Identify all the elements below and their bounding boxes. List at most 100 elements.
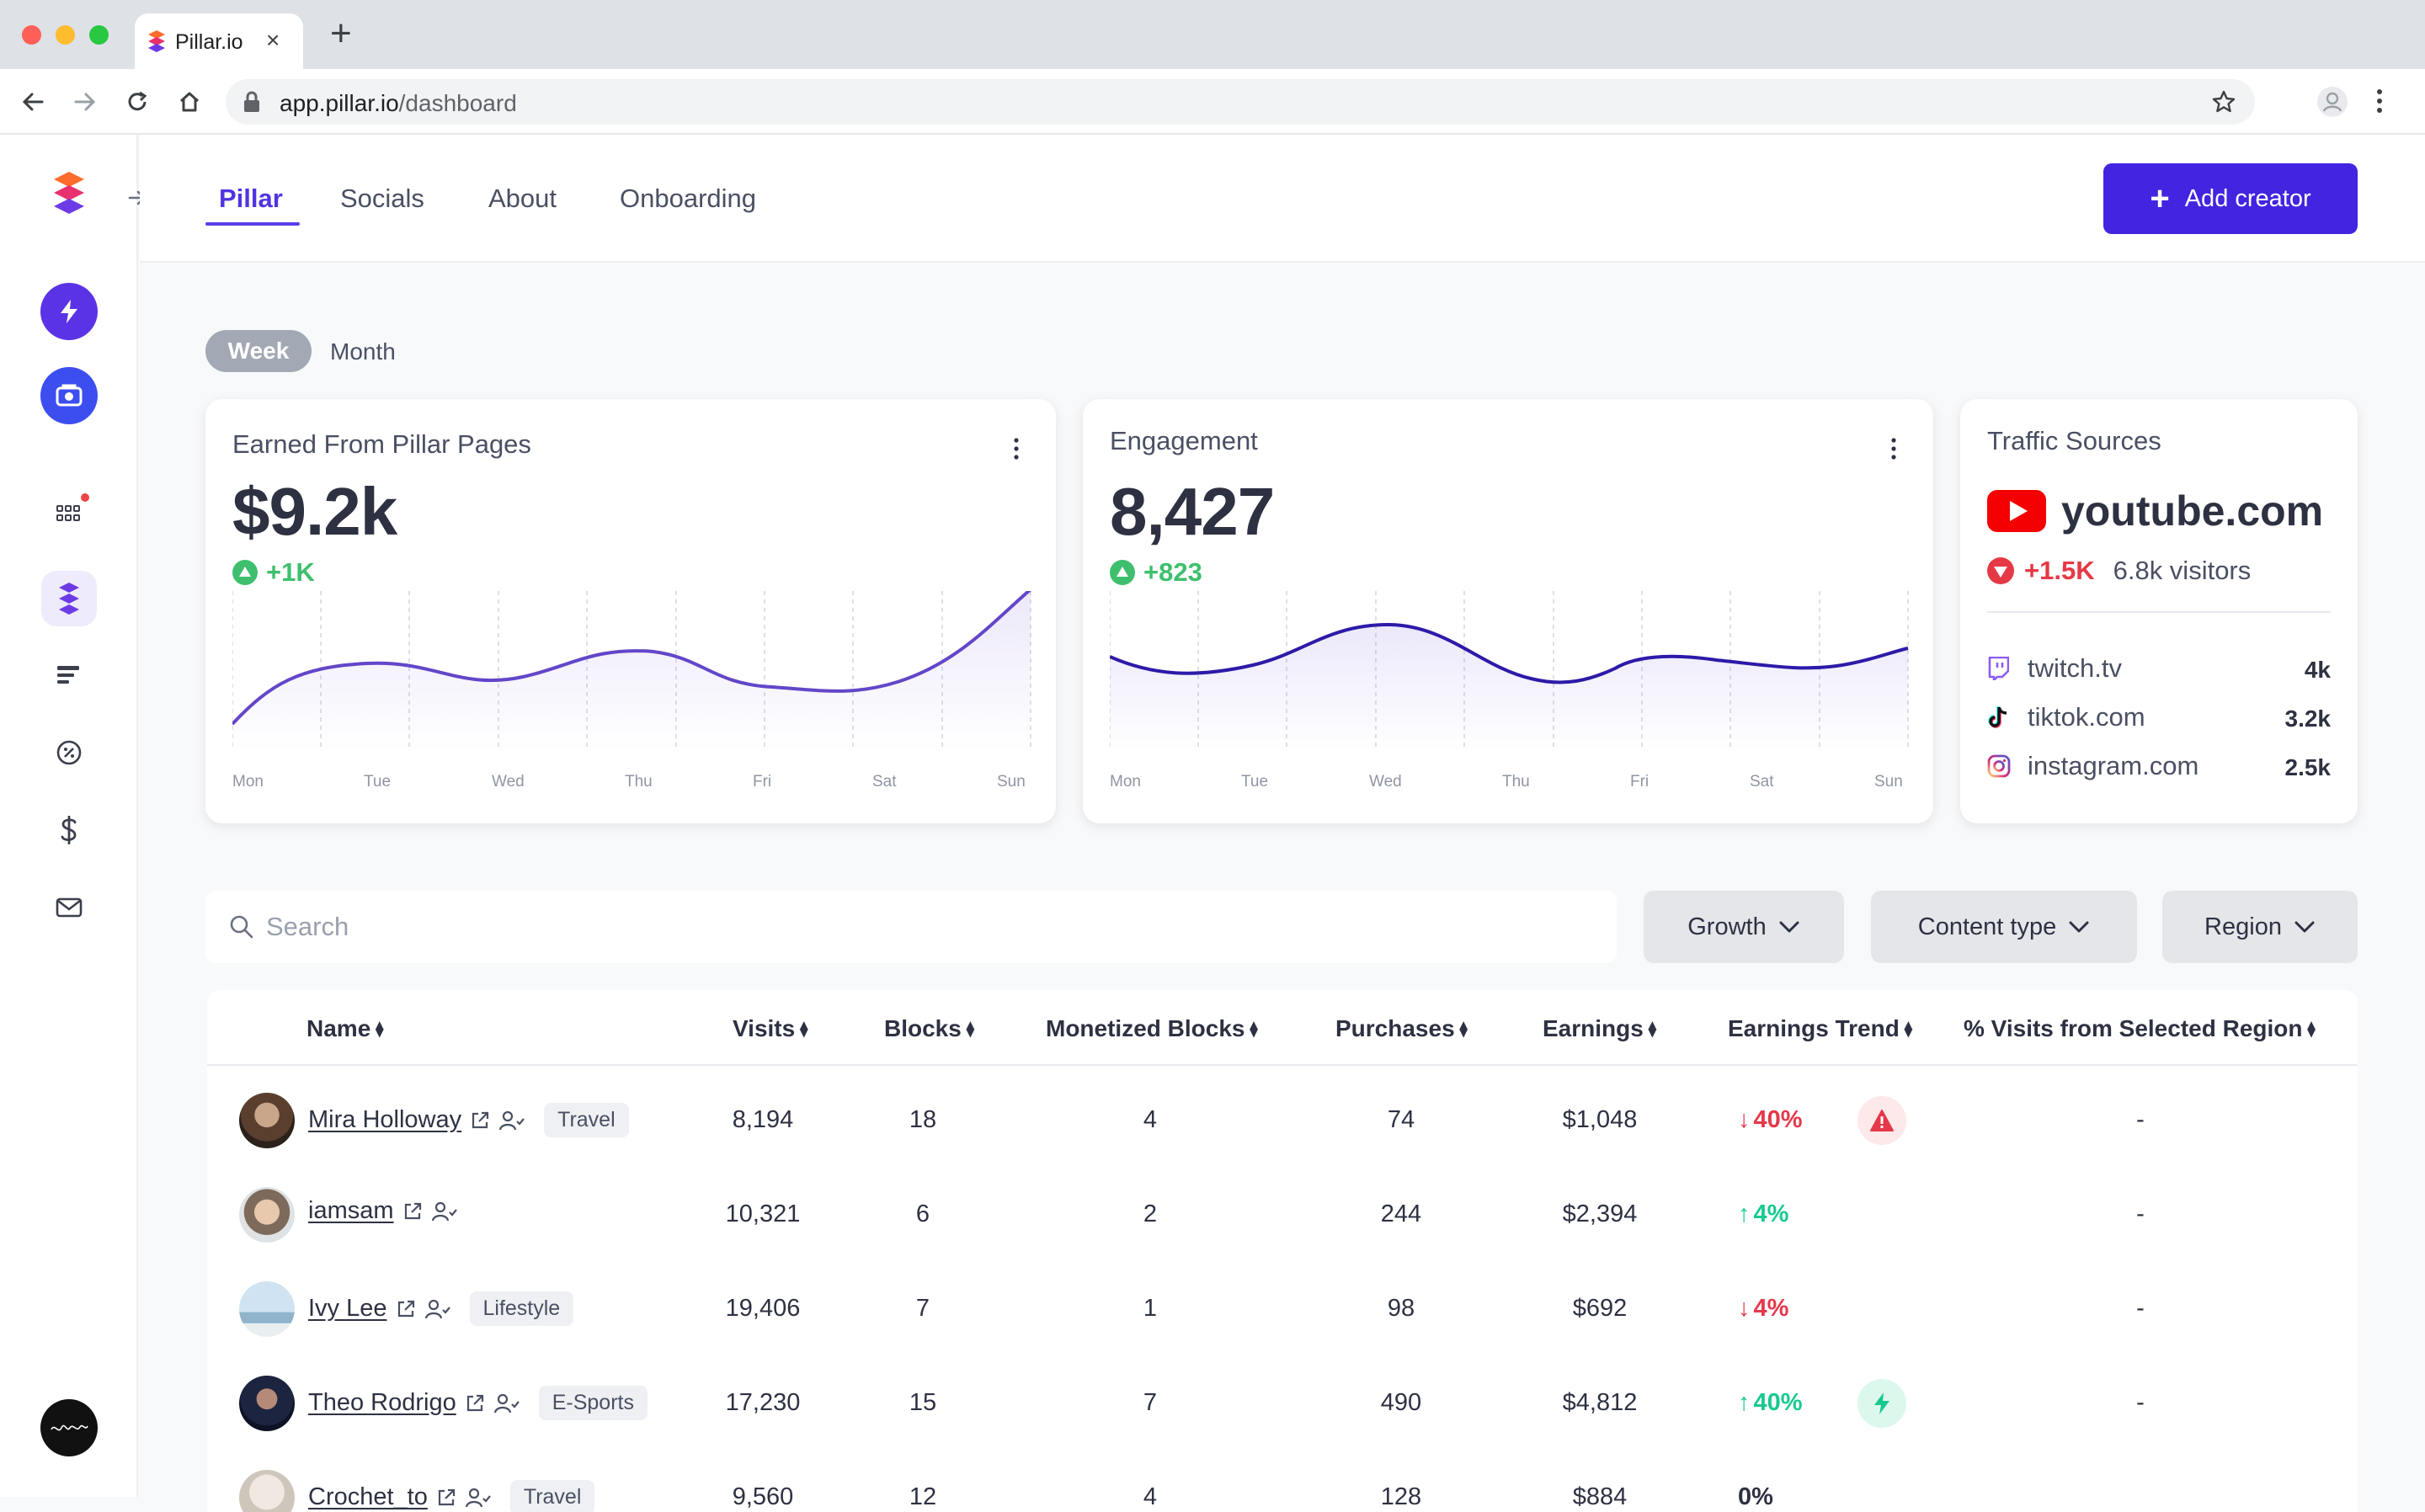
table-row[interactable]: iamsam 10,321 6 2 244 $2,394 ↑ 4% - [207, 1169, 2358, 1263]
day-label: Sat [872, 773, 897, 791]
dollar-icon[interactable] [52, 813, 86, 847]
creator-avatar[interactable] [239, 1093, 295, 1148]
source-value: 4k [2304, 657, 2331, 683]
close-tab-icon[interactable]: × [266, 27, 280, 53]
creator-name-link[interactable]: Crochet_to [308, 1483, 428, 1510]
creator-avatar[interactable] [239, 1376, 295, 1431]
user-verified-icon[interactable] [431, 1201, 458, 1222]
sort-icon: ▴ ▾ [1459, 1016, 1468, 1041]
day-label: Sun [997, 773, 1026, 791]
arrow-down-icon: ↓ [1738, 1106, 1751, 1133]
column-header-label: Visits [733, 1015, 796, 1041]
reload-icon[interactable] [123, 88, 152, 116]
external-link-icon[interactable] [396, 1299, 416, 1319]
creator-name-link[interactable]: Ivy Lee [308, 1295, 387, 1322]
warning-icon[interactable] [1857, 1096, 1906, 1145]
new-tab-icon[interactable]: + [330, 13, 352, 54]
add-creator-button[interactable]: + Add creator [2103, 163, 2358, 234]
profile-icon[interactable] [2317, 87, 2348, 117]
pillar-pages-nav-icon[interactable] [41, 571, 97, 626]
table-row[interactable]: Mira Holloway Travel 8,194 18 4 74 $1,04… [207, 1074, 2358, 1169]
browser-tab-bar: Pillar.io × + [0, 0, 2425, 69]
day-label: Tue [1241, 773, 1269, 791]
external-link-icon[interactable] [470, 1110, 490, 1131]
lightning-shortcut-icon[interactable] [40, 283, 98, 340]
user-avatar[interactable] [40, 1399, 98, 1456]
table-row[interactable]: Crochet_to Travel 9,560 12 4 128 $884 0% [207, 1451, 2358, 1512]
mail-icon[interactable] [52, 891, 86, 924]
more-options-icon[interactable] [1014, 438, 1019, 464]
browser-tab[interactable]: Pillar.io × [135, 13, 303, 69]
tab-onboarding[interactable]: Onboarding [620, 184, 757, 213]
creator-avatar[interactable] [239, 1470, 295, 1512]
earned-card: Earned From Pillar Pages $9.2k +1K Mon T… [205, 399, 1056, 823]
column-header-name[interactable]: Name ▴ ▾ [306, 1015, 383, 1042]
address-bar[interactable]: app.pillar.io/dashboard [226, 79, 2255, 125]
creator-avatar[interactable] [239, 1281, 295, 1337]
add-creator-label: Add creator [2184, 184, 2311, 212]
creator-name-cell: iamsam [308, 1197, 458, 1225]
external-link-icon[interactable] [436, 1488, 456, 1508]
search-box [205, 891, 1617, 963]
card-title: Earned From Pillar Pages [232, 429, 531, 459]
user-verified-icon[interactable] [424, 1298, 451, 1320]
apps-grid-icon[interactable] [52, 493, 89, 530]
user-verified-icon[interactable] [493, 1392, 520, 1414]
column-header-earnings-trend[interactable]: Earnings Trend ▴ ▾ [1728, 1015, 1912, 1042]
home-icon[interactable] [175, 88, 204, 116]
category-tag: Travel [509, 1480, 595, 1512]
browser-toolbar: app.pillar.io/dashboard [0, 69, 2425, 135]
discount-badge-icon[interactable] [52, 736, 86, 769]
url-text: app.pillar.io/dashboard [280, 90, 517, 117]
week-toggle[interactable]: Week [205, 330, 312, 372]
day-label: Wed [492, 773, 525, 791]
pillar-logo-icon[interactable] [54, 172, 84, 214]
external-link-icon[interactable] [402, 1201, 423, 1222]
close-window-button[interactable] [22, 25, 41, 45]
month-toggle[interactable]: Month [330, 338, 396, 365]
column-header-visits[interactable]: Visits ▴ ▾ [733, 1015, 807, 1042]
content-type-dropdown[interactable]: Content type [1871, 891, 2137, 963]
browser-menu-icon[interactable] [2376, 88, 2383, 119]
tab-pillar[interactable]: Pillar [219, 184, 283, 213]
content-list-icon[interactable] [52, 658, 86, 692]
sort-icon: ▴ ▾ [966, 1016, 974, 1041]
more-options-icon[interactable] [1891, 438, 1896, 464]
column-header-purchases[interactable]: Purchases ▴ ▾ [1335, 1015, 1468, 1042]
search-input[interactable] [264, 906, 1578, 948]
earned-delta-text: +1K [266, 557, 315, 587]
tab-about[interactable]: About [488, 184, 557, 213]
creator-name-link[interactable]: Mira Holloway [308, 1106, 462, 1133]
growth-dropdown[interactable]: Growth [1644, 891, 1844, 963]
engagement-delta-text: +823 [1143, 557, 1202, 587]
purchases-cell: 98 [1387, 1295, 1415, 1322]
url-path: /dashboard [398, 90, 517, 116]
column-header-region-visits[interactable]: % Visits from Selected Region ▴ ▾ [1964, 1015, 2316, 1042]
column-header-monetized-blocks[interactable]: Monetized Blocks ▴ ▾ [1046, 1015, 1258, 1042]
lightning-icon[interactable] [1857, 1379, 1906, 1428]
minimize-window-button[interactable] [56, 25, 75, 45]
trend-value: 4% [1753, 1201, 1789, 1227]
creator-name-link[interactable]: Theo Rodrigo [308, 1389, 456, 1416]
blocks-cell: 18 [909, 1106, 937, 1133]
back-arrow-icon[interactable] [19, 88, 47, 116]
column-header-earnings[interactable]: Earnings ▴ ▾ [1543, 1015, 1656, 1042]
money-box-icon[interactable] [40, 367, 98, 424]
external-link-icon[interactable] [465, 1393, 485, 1414]
user-verified-icon[interactable] [465, 1487, 492, 1509]
purchases-cell: 244 [1380, 1201, 1422, 1227]
column-header-blocks[interactable]: Blocks ▴ ▾ [884, 1015, 974, 1042]
creator-avatar[interactable] [239, 1187, 295, 1243]
purchases-cell: 74 [1387, 1106, 1415, 1133]
creator-name-link[interactable]: iamsam [308, 1197, 394, 1224]
bookmark-star-icon[interactable] [2211, 89, 2236, 119]
table-row[interactable]: Theo Rodrigo E-Sports 17,230 15 7 490 $4… [207, 1357, 2358, 1451]
tab-socials[interactable]: Socials [340, 184, 424, 213]
table-row[interactable]: Ivy Lee Lifestyle 19,406 7 1 98 $692 ↓ 4%… [207, 1263, 2358, 1357]
region-dropdown[interactable]: Region [2162, 891, 2358, 963]
maximize-window-button[interactable] [89, 25, 109, 45]
day-label: Mon [1110, 773, 1141, 791]
user-verified-icon[interactable] [498, 1110, 525, 1131]
forward-arrow-icon[interactable] [71, 88, 99, 116]
up-triangle-icon [232, 560, 258, 585]
